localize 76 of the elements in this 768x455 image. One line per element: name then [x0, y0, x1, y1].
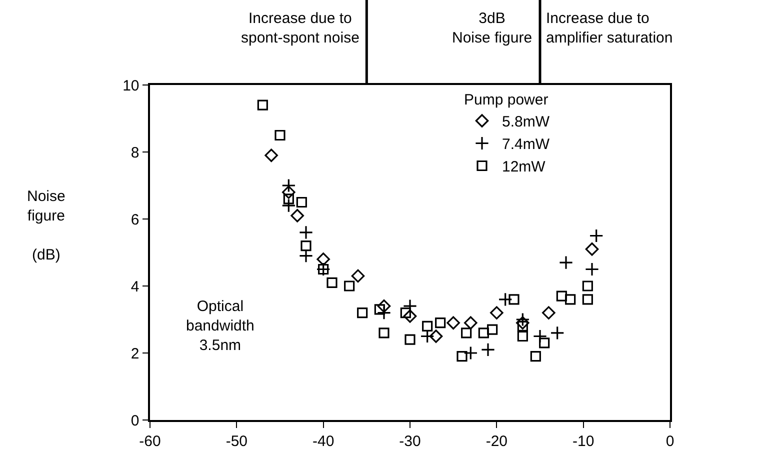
y-tick-label: 2	[130, 345, 140, 362]
x-tick-label: 0	[666, 432, 674, 450]
point	[446, 316, 460, 330]
point	[542, 306, 556, 320]
point	[516, 316, 530, 330]
point	[282, 178, 296, 193]
legend-label: 5.8mW	[502, 114, 550, 131]
point	[282, 198, 296, 213]
x-tick-label: -40	[312, 432, 334, 450]
point	[585, 242, 599, 256]
point	[357, 308, 368, 318]
x-tick-label: -10	[572, 432, 594, 450]
point	[290, 209, 304, 222]
point	[282, 186, 296, 199]
text: Increase due to amplifier saturation	[546, 10, 673, 46]
point	[422, 320, 433, 332]
point	[461, 328, 472, 338]
ref-line-label: 3dB Noise figure	[452, 10, 532, 46]
point	[517, 330, 528, 342]
point	[584, 262, 600, 276]
point	[298, 225, 314, 240]
point	[296, 196, 307, 208]
point	[377, 299, 391, 313]
point	[435, 318, 446, 328]
point	[344, 280, 355, 292]
point	[516, 312, 530, 327]
legend-label: 7.4mW	[502, 136, 550, 154]
point	[456, 351, 468, 362]
point	[589, 228, 604, 243]
y-tick-label: 4	[130, 278, 140, 296]
point	[539, 338, 550, 348]
point	[400, 308, 411, 318]
legend-label: 12mW	[502, 158, 546, 176]
point	[565, 294, 576, 305]
point	[404, 334, 416, 345]
point	[376, 306, 392, 320]
point	[490, 306, 504, 320]
point	[582, 294, 593, 305]
point	[478, 328, 489, 338]
point	[264, 148, 278, 162]
point	[326, 277, 338, 288]
point	[480, 342, 496, 357]
point	[283, 194, 294, 204]
legend-title: Pump power	[464, 92, 548, 108]
point	[530, 351, 541, 362]
point	[498, 292, 512, 306]
point	[558, 255, 574, 270]
point	[550, 326, 564, 340]
y-tick-label: 10	[122, 77, 140, 94]
point	[351, 269, 365, 283]
y-tick-label: 0	[130, 412, 140, 430]
point	[374, 304, 385, 315]
point	[532, 329, 548, 344]
point	[487, 324, 498, 335]
point	[257, 100, 268, 110]
point	[402, 299, 418, 314]
point	[316, 252, 330, 266]
point	[274, 130, 286, 141]
text: Noise figure (dB)	[27, 188, 66, 264]
x-tick-label: -30	[399, 432, 421, 450]
y-tick-label: 6	[130, 211, 140, 228]
point	[508, 294, 520, 305]
annotation: Optical bandwidth 3.5nm	[186, 298, 254, 354]
point	[464, 316, 478, 330]
point	[464, 346, 478, 360]
point	[403, 310, 417, 323]
ref-line-label: Increase due to spont-spont noise	[241, 10, 360, 46]
point	[300, 240, 312, 252]
point	[378, 328, 390, 338]
x-tick-label: -50	[226, 432, 248, 450]
point	[556, 290, 567, 302]
y-tick-label: 8	[130, 144, 140, 162]
x-tick-label: -60	[139, 432, 161, 450]
point	[582, 280, 593, 292]
x-tick-label: -20	[486, 432, 508, 450]
point	[429, 330, 443, 343]
